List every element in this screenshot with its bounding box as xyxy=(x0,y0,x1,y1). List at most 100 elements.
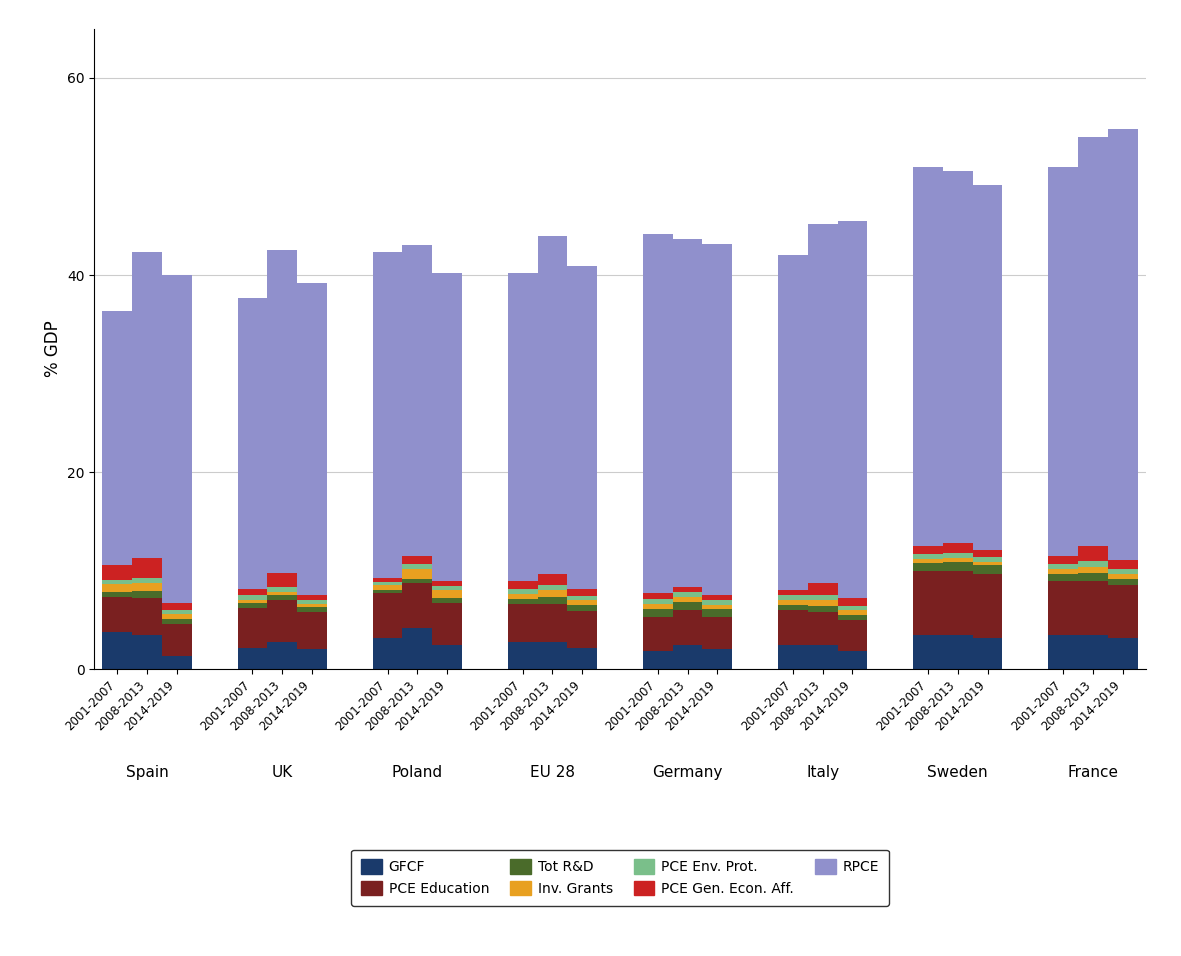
Bar xyxy=(508,599,537,604)
Bar xyxy=(537,598,567,604)
Bar xyxy=(162,624,191,657)
Bar xyxy=(1049,569,1078,574)
Bar xyxy=(1078,635,1108,669)
Bar xyxy=(237,596,267,600)
Bar xyxy=(973,565,1003,574)
Bar xyxy=(642,651,673,669)
Bar xyxy=(267,593,298,596)
Bar xyxy=(1108,569,1137,574)
Bar xyxy=(537,585,567,591)
Bar xyxy=(103,593,132,598)
Bar xyxy=(1078,546,1108,561)
Bar xyxy=(913,563,942,571)
Bar xyxy=(913,166,942,546)
Bar xyxy=(537,591,567,598)
Bar xyxy=(808,600,837,606)
Bar xyxy=(778,644,808,669)
Bar xyxy=(778,600,808,605)
Bar xyxy=(537,641,567,669)
Bar xyxy=(837,598,867,606)
Bar xyxy=(298,607,327,612)
Bar xyxy=(373,638,403,669)
Bar xyxy=(298,600,327,604)
Bar xyxy=(778,605,808,610)
Bar xyxy=(537,574,567,585)
Bar xyxy=(837,615,867,619)
Bar xyxy=(537,604,567,641)
Bar xyxy=(913,635,942,669)
Bar xyxy=(642,594,673,599)
Bar xyxy=(642,604,673,609)
Bar xyxy=(237,647,267,669)
Bar xyxy=(567,266,598,590)
Bar xyxy=(703,596,732,600)
Bar xyxy=(1108,129,1137,560)
Bar xyxy=(237,608,267,647)
Bar xyxy=(808,606,837,612)
Bar xyxy=(103,311,132,565)
Bar xyxy=(778,591,808,596)
Bar xyxy=(1049,555,1078,564)
Bar xyxy=(267,587,298,593)
Bar xyxy=(837,619,867,651)
Text: Sweden: Sweden xyxy=(927,765,988,780)
Bar xyxy=(808,596,837,600)
Bar xyxy=(432,591,462,598)
Bar xyxy=(942,562,973,571)
Bar xyxy=(973,638,1003,669)
Bar xyxy=(808,612,837,644)
Bar xyxy=(913,546,942,554)
Bar xyxy=(373,594,403,638)
Bar xyxy=(267,573,298,587)
Bar xyxy=(973,562,1003,565)
Bar xyxy=(778,610,808,644)
Bar xyxy=(913,559,942,563)
Bar xyxy=(298,283,327,596)
Bar xyxy=(673,644,703,669)
Bar xyxy=(673,602,703,610)
Bar xyxy=(942,571,973,635)
Bar xyxy=(703,617,732,649)
Bar xyxy=(373,577,403,582)
Bar xyxy=(132,583,162,592)
Bar xyxy=(642,599,673,604)
Bar xyxy=(673,239,703,587)
Bar xyxy=(1078,567,1108,573)
Bar xyxy=(298,604,327,607)
Bar xyxy=(703,600,732,605)
Bar xyxy=(567,590,598,597)
Bar xyxy=(1078,580,1108,635)
Bar xyxy=(508,604,537,641)
Bar xyxy=(942,543,973,553)
Bar xyxy=(508,641,537,669)
Bar xyxy=(673,593,703,598)
Bar xyxy=(373,591,403,594)
Bar xyxy=(1108,578,1137,585)
Bar xyxy=(1078,561,1108,567)
Bar xyxy=(913,554,942,559)
Bar xyxy=(162,619,191,624)
Bar xyxy=(973,185,1003,550)
Bar xyxy=(403,246,432,555)
Text: Germany: Germany xyxy=(652,765,723,780)
Bar xyxy=(642,233,673,594)
Bar xyxy=(1049,580,1078,635)
Bar xyxy=(973,556,1003,562)
Bar xyxy=(508,273,537,581)
Bar xyxy=(432,598,462,603)
Bar xyxy=(942,170,973,543)
Bar xyxy=(132,635,162,669)
Text: Poland: Poland xyxy=(392,765,443,780)
Bar xyxy=(673,598,703,602)
Bar xyxy=(973,574,1003,638)
Bar xyxy=(703,605,732,609)
Bar xyxy=(837,610,867,615)
Bar xyxy=(162,614,191,619)
Bar xyxy=(537,235,567,574)
Bar xyxy=(162,657,191,669)
Bar xyxy=(103,584,132,593)
Legend: GFCF, PCE Education, Tot R&D, Inv. Grants, PCE Env. Prot., PCE Gen. Econ. Aff., : GFCF, PCE Education, Tot R&D, Inv. Grant… xyxy=(351,850,889,905)
Bar xyxy=(942,553,973,558)
Bar xyxy=(403,569,432,578)
Bar xyxy=(642,609,673,617)
